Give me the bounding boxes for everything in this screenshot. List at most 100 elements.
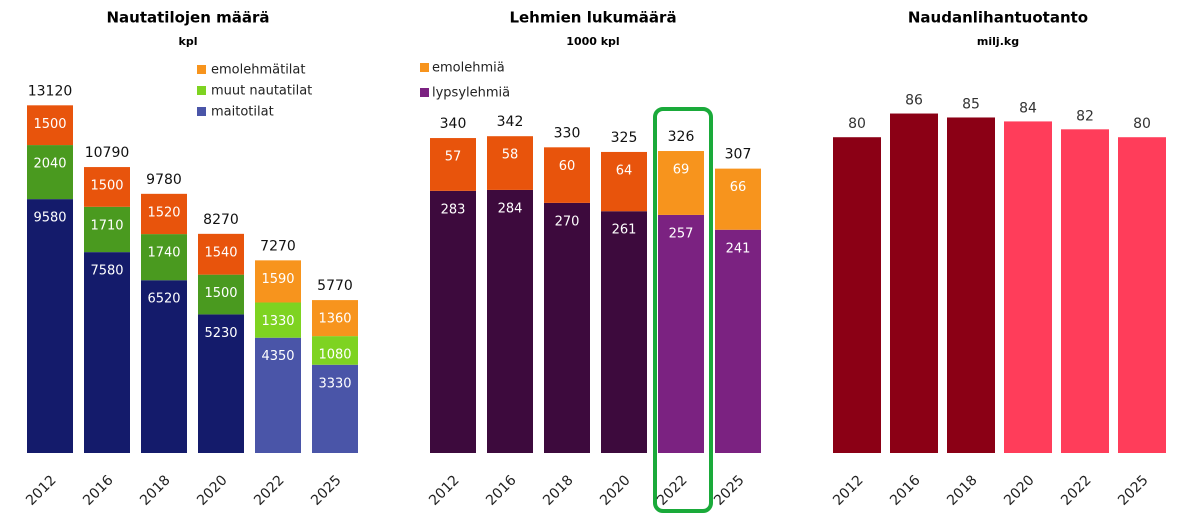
x-tick-label: 2012 bbox=[426, 472, 463, 509]
value-label: 9580 bbox=[33, 211, 66, 226]
value-label: 1540 bbox=[204, 245, 237, 260]
value-label: 5230 bbox=[204, 326, 237, 341]
x-tick-label: 2025 bbox=[1115, 472, 1152, 509]
total-label: 9780 bbox=[146, 172, 182, 188]
bar-segment bbox=[27, 105, 73, 146]
total-label: 342 bbox=[497, 114, 524, 130]
x-tick-label: 2022 bbox=[1058, 472, 1095, 509]
total-label: 307 bbox=[725, 147, 752, 163]
value-label: 1330 bbox=[261, 314, 294, 329]
bar-segment bbox=[487, 136, 533, 190]
value-label: 1590 bbox=[261, 272, 294, 287]
bar-segment bbox=[255, 302, 301, 338]
x-tick-label: 2012 bbox=[830, 472, 867, 509]
value-label: 60 bbox=[559, 159, 576, 174]
total-label: 5770 bbox=[317, 278, 353, 294]
x-tick-label: 2018 bbox=[137, 472, 174, 509]
bar-segment bbox=[198, 314, 244, 453]
bar-segment bbox=[84, 206, 130, 253]
value-label: 261 bbox=[612, 223, 637, 238]
value-label: 241 bbox=[726, 241, 751, 256]
value-label: 4350 bbox=[261, 349, 294, 364]
bar-segment bbox=[27, 145, 73, 200]
legend-label: emolehmiä bbox=[432, 61, 505, 76]
value-label: 80 bbox=[848, 116, 866, 132]
value-label: 283 bbox=[441, 202, 466, 217]
value-label: 85 bbox=[962, 96, 980, 112]
value-label: 84 bbox=[1019, 100, 1037, 116]
value-label: 86 bbox=[905, 93, 923, 109]
x-tick-label: 2018 bbox=[540, 472, 577, 509]
bar-segment bbox=[198, 274, 244, 315]
highlight-box bbox=[653, 107, 713, 513]
value-label: 1500 bbox=[90, 179, 123, 194]
x-tick-label: 2016 bbox=[887, 472, 924, 509]
x-tick-label: 2016 bbox=[483, 472, 520, 509]
bar-segment bbox=[430, 190, 476, 453]
bar-segment bbox=[430, 138, 476, 191]
bar-segment bbox=[312, 336, 358, 365]
x-tick-label: 2025 bbox=[308, 472, 345, 509]
bar bbox=[833, 137, 881, 454]
total-label: 330 bbox=[554, 125, 581, 141]
legend-label: emolehmätilat bbox=[211, 63, 305, 78]
bar-segment bbox=[601, 151, 647, 212]
bar-segment bbox=[658, 151, 704, 215]
bar-segment bbox=[198, 233, 244, 275]
legend-swatch bbox=[197, 65, 206, 74]
bar-segment bbox=[544, 147, 590, 203]
value-label: 80 bbox=[1133, 116, 1151, 132]
bar-segment bbox=[715, 168, 761, 230]
bar-segment bbox=[84, 252, 130, 453]
value-label: 57 bbox=[445, 150, 462, 165]
chart-subtitle: 1000 kpl bbox=[566, 35, 619, 48]
bar bbox=[890, 113, 938, 454]
value-label: 1500 bbox=[204, 286, 237, 301]
value-label: 284 bbox=[498, 201, 523, 216]
total-label: 325 bbox=[611, 130, 638, 146]
bar-segment bbox=[312, 300, 358, 337]
bar-segment bbox=[715, 229, 761, 453]
total-label: 10790 bbox=[85, 145, 130, 161]
total-label: 326 bbox=[668, 129, 695, 145]
bar-segment bbox=[141, 234, 187, 281]
x-tick-label: 2020 bbox=[597, 472, 634, 509]
value-label: 3330 bbox=[318, 376, 351, 391]
value-label: 66 bbox=[730, 180, 747, 195]
bar bbox=[1061, 129, 1109, 453]
value-label: 270 bbox=[555, 214, 580, 229]
x-tick-label: 2012 bbox=[23, 472, 60, 509]
chart-title: Lehmien lukumäärä bbox=[509, 9, 676, 27]
x-tick-label: 2020 bbox=[1001, 472, 1038, 509]
x-tick-label: 2020 bbox=[194, 472, 231, 509]
bar bbox=[1118, 137, 1166, 454]
x-tick-label: 2018 bbox=[944, 472, 981, 509]
bar-segment bbox=[27, 199, 73, 453]
value-label: 58 bbox=[502, 148, 519, 163]
x-tick-label: 2022 bbox=[251, 472, 288, 509]
bar-segment bbox=[601, 211, 647, 453]
value-label: 1500 bbox=[33, 117, 66, 132]
chart-title: Naudanlihantuotanto bbox=[908, 9, 1088, 27]
value-label: 6520 bbox=[147, 292, 180, 307]
legend-swatch bbox=[420, 88, 429, 97]
x-tick-label: 2025 bbox=[711, 472, 748, 509]
value-label: 1710 bbox=[90, 218, 123, 233]
bar-segment bbox=[141, 193, 187, 235]
bar-segment bbox=[84, 167, 130, 207]
total-label: 8270 bbox=[203, 212, 239, 228]
value-label: 1520 bbox=[147, 205, 180, 220]
bar-segment bbox=[312, 364, 358, 453]
legend-label: muut nautatilat bbox=[211, 84, 312, 99]
chart-title: Nautatilojen määrä bbox=[106, 9, 269, 27]
value-label: 1740 bbox=[147, 246, 180, 261]
value-label: 82 bbox=[1076, 108, 1094, 124]
bar-segment bbox=[487, 189, 533, 453]
value-label: 257 bbox=[669, 226, 694, 241]
bar bbox=[947, 117, 995, 453]
chart-subtitle: milj.kg bbox=[977, 35, 1019, 48]
bar-segment bbox=[544, 202, 590, 453]
legend-label: lypsylehmiä bbox=[432, 86, 510, 101]
value-label: 64 bbox=[616, 163, 633, 178]
x-tick-label: 2022 bbox=[654, 472, 691, 509]
